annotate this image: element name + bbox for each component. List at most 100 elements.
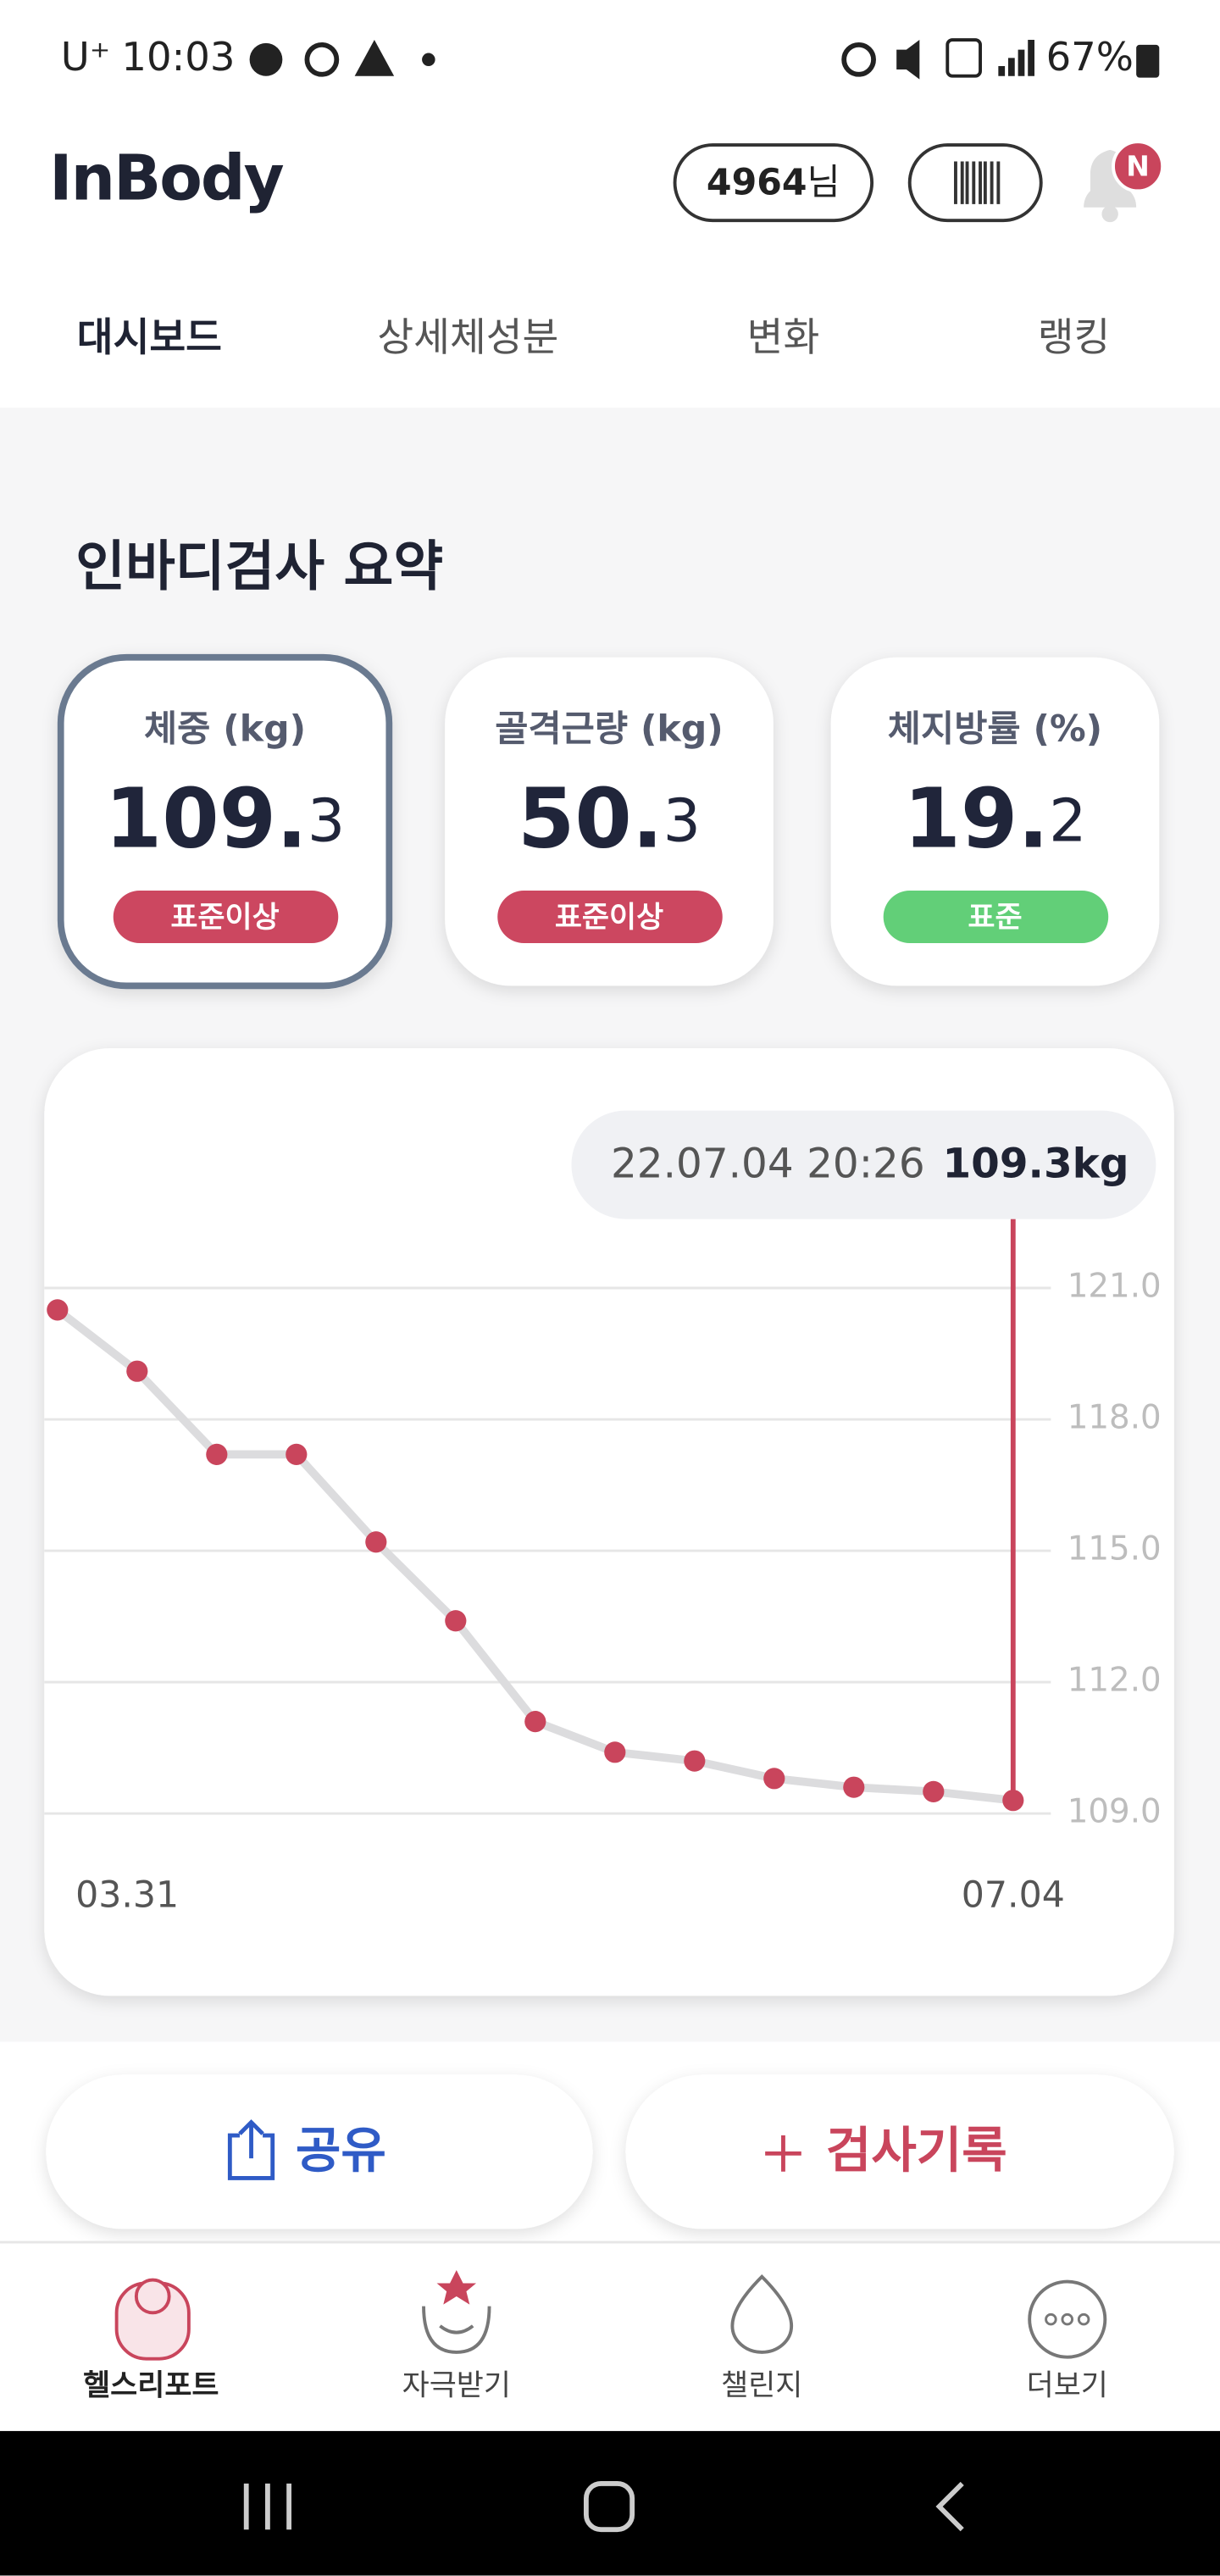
card-label: 골격근량 (kg): [495, 708, 724, 750]
warning-icon: [354, 40, 395, 76]
record-label: 검사기록: [826, 2121, 1007, 2179]
plus-icon: [765, 2135, 801, 2172]
logo: InBody: [49, 143, 284, 215]
card-value-dec: 3: [308, 786, 345, 855]
card-label: 체중 (kg): [144, 708, 306, 750]
tab[interactable]: 상세체성분: [377, 314, 558, 360]
bell-clapper: [1101, 205, 1118, 223]
back-button[interactable]: [935, 2481, 964, 2532]
card-value: 109.3: [105, 771, 345, 867]
data-point: [923, 1780, 945, 1802]
data-point: [286, 1443, 308, 1465]
nav-icon: [422, 2306, 491, 2354]
share-icon: [227, 2119, 275, 2180]
y-tick-label: 115.0: [1068, 1530, 1162, 1568]
record-button-frame: [625, 2074, 1174, 2229]
y-tick-label: 109.0: [1068, 1793, 1162, 1831]
bottom-nav: [0, 2242, 1220, 2431]
tab-active[interactable]: 대시보드: [77, 314, 222, 360]
summary-card[interactable]: 골격근량 (kg) 50.3 표준이상: [445, 657, 774, 986]
nav-icon: [1028, 2279, 1107, 2359]
nav-item[interactable]: 자극받기: [402, 2269, 511, 2403]
nav-item[interactable]: 챌린지: [721, 2273, 802, 2403]
nav-icon: [1077, 2312, 1090, 2326]
network-icon: [946, 38, 982, 78]
y-tick-label: 121.0: [1068, 1268, 1162, 1306]
nav-item[interactable]: 헬스리포트: [83, 2278, 219, 2403]
recents-button[interactable]: [243, 2483, 292, 2530]
user-badge[interactable]: 4964님: [673, 143, 874, 223]
data-point: [1002, 1790, 1024, 1812]
share-button-frame: [46, 2074, 593, 2229]
nav-label: 챌린지: [721, 2369, 802, 2403]
y-tick-label: 118.0: [1068, 1399, 1162, 1437]
tooltip-value: 109.3kg: [942, 1141, 1128, 1188]
data-point: [524, 1711, 546, 1733]
tooltip-date: 22.07.04 20:26: [611, 1141, 925, 1188]
card-value-dec: 3: [663, 786, 701, 855]
card-value-dec: 2: [1049, 786, 1086, 855]
nav-label: 더보기: [1027, 2369, 1108, 2403]
chart-card: [44, 1048, 1174, 1996]
data-point: [604, 1741, 626, 1763]
home-button[interactable]: [583, 2481, 635, 2533]
chart: 109.0 112.0 115.0 118.0 121.0 03.31 07.04: [44, 1219, 1162, 1917]
nav-label: 헬스리포트: [83, 2369, 219, 2403]
x-tick-label: 07.04: [962, 1874, 1065, 1917]
status-label: 표준이상: [170, 901, 279, 935]
clock: 10:03: [121, 34, 235, 80]
record-button[interactable]: 검사기록: [625, 2074, 1174, 2229]
nav-label: 자극받기: [402, 2369, 511, 2403]
card-value-int: 50.: [518, 771, 663, 867]
data-point: [445, 1610, 467, 1632]
card-label: 체지방률 (%): [888, 708, 1102, 750]
summary-card[interactable]: 체중 (kg) 109.3 표준이상: [57, 653, 393, 990]
barcode-button[interactable]: [907, 143, 1043, 223]
system-nav: [0, 2430, 1220, 2576]
status-label: 표준: [968, 901, 1022, 935]
user-number: 4964: [707, 161, 807, 203]
share-label: 공유: [296, 2121, 386, 2179]
card-value: 19.2: [903, 771, 1086, 867]
battery-text: 67%: [1046, 34, 1134, 80]
signal-icon: [998, 40, 1034, 76]
badge-circle: [1112, 140, 1165, 193]
card-value-int: 19.: [903, 771, 1049, 867]
data-point: [763, 1768, 785, 1790]
card-value: 50.3: [518, 771, 701, 867]
data-point: [843, 1776, 865, 1798]
carrier: U⁺: [61, 34, 111, 80]
barcode-icon: [954, 161, 1001, 204]
data-point: [365, 1531, 387, 1553]
user-badge-frame: [673, 143, 874, 223]
status-pill: [113, 890, 339, 944]
summary-card[interactable]: 체지방률 (%) 19.2 표준: [830, 657, 1160, 986]
data-point: [206, 1443, 228, 1465]
alarm-icon: [841, 42, 876, 77]
notification-badge: N: [1126, 150, 1150, 183]
user-suffix: 님: [807, 161, 840, 203]
share-button[interactable]: 공유: [46, 2074, 593, 2229]
user-badge-text: 4964님: [707, 161, 840, 203]
status-pill: [883, 890, 1109, 944]
nav-icon: [1045, 2312, 1057, 2326]
data-point: [684, 1750, 706, 1772]
tooltip: [571, 1110, 1156, 1219]
nav-icon: [436, 2269, 477, 2305]
battery-icon: [1136, 44, 1160, 78]
y-tick-label: 112.0: [1068, 1662, 1162, 1700]
status-pill: [497, 890, 723, 944]
section-title: 인바디검사 요약: [75, 536, 443, 599]
mute-icon: [896, 40, 920, 80]
tab[interactable]: 변화: [747, 314, 820, 360]
nav-icon: [1061, 2312, 1074, 2326]
status-dot: [422, 53, 435, 67]
status-icon: [249, 42, 283, 76]
notification-button[interactable]: N: [1084, 140, 1165, 223]
nav-icon: [730, 2273, 794, 2354]
tab[interactable]: 랭킹: [1038, 314, 1111, 360]
nav-item[interactable]: 더보기: [1027, 2279, 1108, 2403]
